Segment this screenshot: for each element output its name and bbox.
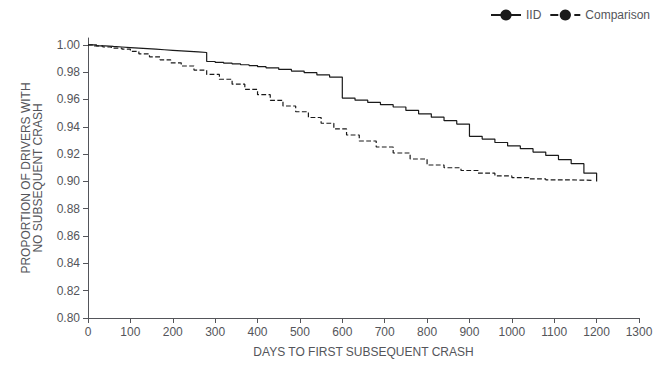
svg-text:1.00: 1.00	[57, 38, 81, 52]
svg-text:100: 100	[120, 325, 140, 339]
svg-text:DAYS TO FIRST SUBSEQUENT CRASH: DAYS TO FIRST SUBSEQUENT CRASH	[253, 345, 473, 359]
svg-text:300: 300	[205, 325, 225, 339]
svg-text:Comparison: Comparison	[585, 8, 650, 22]
svg-text:NO SUBSEQUENT CRASH: NO SUBSEQUENT CRASH	[31, 103, 45, 252]
svg-text:0.88: 0.88	[57, 202, 81, 216]
svg-text:600: 600	[332, 325, 352, 339]
svg-text:0.84: 0.84	[57, 256, 81, 270]
svg-text:1100: 1100	[541, 325, 567, 339]
svg-text:800: 800	[417, 325, 437, 339]
svg-text:0.90: 0.90	[57, 174, 81, 188]
svg-text:PROPORTION OF DRIVERS WITH: PROPORTION OF DRIVERS WITH	[19, 82, 33, 274]
svg-text:1000: 1000	[498, 325, 525, 339]
svg-text:900: 900	[459, 325, 479, 339]
svg-text:500: 500	[290, 325, 310, 339]
svg-text:0.82: 0.82	[57, 284, 81, 298]
svg-text:0.96: 0.96	[57, 92, 81, 106]
svg-text:200: 200	[163, 325, 183, 339]
svg-text:0.80: 0.80	[57, 311, 81, 325]
svg-text:IID: IID	[526, 8, 542, 22]
svg-text:0: 0	[85, 325, 92, 339]
svg-text:1200: 1200	[583, 325, 610, 339]
svg-text:0.94: 0.94	[57, 120, 81, 134]
svg-text:0.86: 0.86	[57, 229, 81, 243]
svg-text:0.92: 0.92	[57, 147, 81, 161]
svg-text:700: 700	[375, 325, 395, 339]
svg-text:0.98: 0.98	[57, 65, 81, 79]
svg-text:1300: 1300	[626, 325, 653, 339]
svg-text:400: 400	[248, 325, 268, 339]
